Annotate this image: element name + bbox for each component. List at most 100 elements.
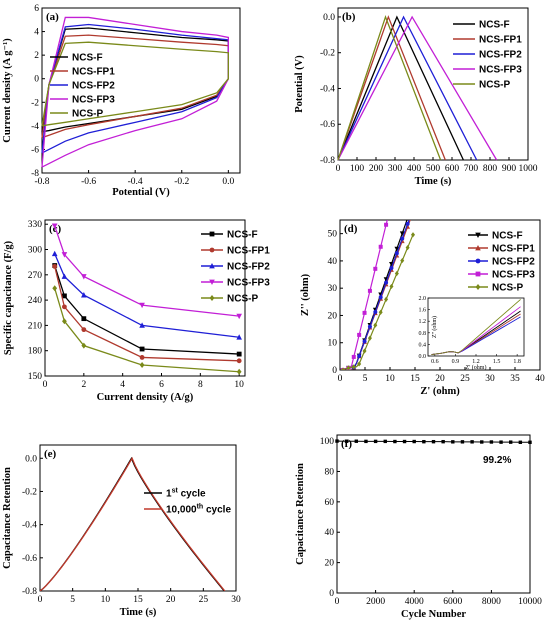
y-axis-label: Z'' (ohm) bbox=[300, 273, 311, 316]
data-point bbox=[451, 440, 455, 444]
data-point bbox=[399, 231, 405, 237]
x-tick-label: 10000 bbox=[518, 597, 542, 607]
y-tick-label: 270 bbox=[28, 271, 43, 281]
data-point bbox=[362, 339, 367, 344]
y-tick-label: -0.8 bbox=[22, 587, 37, 597]
data-point bbox=[357, 361, 362, 367]
x-tick-label: 10 bbox=[234, 380, 244, 390]
x-tick-label: 30 bbox=[231, 595, 241, 605]
legend-label: NCS-FP1 bbox=[492, 244, 535, 255]
legend-marker bbox=[209, 295, 215, 301]
data-point bbox=[389, 265, 394, 270]
legend-label: NCS-F bbox=[227, 230, 258, 241]
x-tick-label: 900 bbox=[502, 164, 517, 174]
y-tick-label: 80 bbox=[325, 467, 335, 477]
inset-x-tick-label: 0.9 bbox=[452, 359, 460, 365]
y-tick-label: -0.6 bbox=[22, 554, 37, 564]
x-tick-label: 15 bbox=[410, 374, 420, 384]
data-point bbox=[236, 358, 242, 364]
data-point bbox=[362, 348, 367, 354]
legend: NCS-F NCS-FP1 NCS-FP2 NCS-FP3 NCS-P bbox=[453, 20, 522, 91]
data-point bbox=[422, 439, 426, 444]
panel-a: -0.8 -0.6 -0.4 -0.2 0.0 -8 -6 -4 -2 0 2 4 6 Potential… bbox=[2, 4, 241, 198]
panel-label: (b) bbox=[342, 11, 356, 23]
data-point bbox=[441, 439, 445, 444]
data-point bbox=[394, 251, 399, 256]
legend-marker bbox=[209, 231, 215, 237]
y-tick-label: 20 bbox=[325, 559, 335, 569]
data-point bbox=[411, 113, 415, 117]
data-point bbox=[389, 283, 394, 290]
data-point bbox=[367, 324, 372, 329]
data-point bbox=[346, 365, 351, 370]
data-point bbox=[236, 351, 242, 357]
data-point bbox=[373, 322, 378, 328]
data-point bbox=[351, 364, 356, 370]
data-point bbox=[81, 342, 87, 349]
inset-x-tick-label: 0.6 bbox=[431, 359, 439, 365]
x-axis-label: Current density (A/g) bbox=[97, 392, 194, 403]
data-point bbox=[383, 439, 387, 444]
y-tick-label: -0.4 bbox=[22, 521, 37, 531]
data-point bbox=[364, 439, 368, 444]
data-point bbox=[362, 310, 367, 315]
series-line bbox=[337, 15, 498, 161]
x-tick-label: 0.0 bbox=[222, 177, 234, 187]
data-point bbox=[378, 309, 383, 315]
data-point bbox=[480, 440, 484, 444]
data-point bbox=[357, 332, 362, 337]
data-point bbox=[373, 439, 378, 444]
legend-label: NCS-FP2 bbox=[479, 50, 522, 61]
y-axis-label: Current density (A g⁻¹) bbox=[2, 38, 13, 143]
x-axis-label: Cycle Number bbox=[401, 609, 466, 620]
data-point bbox=[411, 201, 416, 206]
legend-label-sup: th bbox=[197, 504, 204, 511]
y-axis-label: Capacitance Retention bbox=[2, 467, 13, 569]
x-tick-label: -0.8 bbox=[34, 177, 49, 187]
legend-marker bbox=[209, 263, 215, 269]
x-tick-label: -0.2 bbox=[174, 177, 189, 187]
legend: NCS-F NCS-FP1 NCS-FP2 NCS-FP3 NCS-P bbox=[50, 53, 115, 120]
data-point bbox=[52, 263, 58, 269]
data-point bbox=[62, 304, 67, 310]
y-tick-label: -4 bbox=[31, 122, 39, 132]
y-tick-label: 60 bbox=[325, 498, 335, 508]
legend-label-tail: cycle bbox=[203, 505, 231, 516]
data-point bbox=[489, 440, 494, 444]
panel-b: 0 100 200 300 400 500 600 700 800 900 1000 -0.8 -0.6… bbox=[294, 7, 538, 187]
data-point bbox=[499, 440, 503, 444]
data-point bbox=[236, 368, 242, 375]
data-point bbox=[236, 334, 242, 340]
legend-label-base: 1 bbox=[166, 489, 172, 500]
y-tick-label: 0.0 bbox=[323, 13, 335, 23]
y-tick-label: -0.2 bbox=[22, 487, 37, 497]
series-line bbox=[41, 16, 230, 168]
inset-y-tick-label: 1.2 bbox=[419, 319, 427, 325]
x-tick-label: 5 bbox=[363, 374, 368, 384]
y-tick-label: 50 bbox=[328, 230, 338, 240]
series-line bbox=[337, 15, 446, 161]
data-point bbox=[509, 440, 513, 444]
x-tick-label: 200 bbox=[369, 164, 384, 174]
legend-label: NCS-FP1 bbox=[72, 67, 115, 78]
series-line bbox=[41, 41, 230, 127]
data-point bbox=[384, 296, 389, 302]
legend-label: NCS-FP3 bbox=[72, 95, 115, 106]
x-tick-label: 0 bbox=[338, 374, 343, 384]
x-tick-label: 1000 bbox=[519, 164, 538, 174]
x-tick-label: 700 bbox=[464, 164, 479, 174]
inset-series-line bbox=[431, 299, 521, 355]
legend-marker bbox=[475, 245, 481, 251]
y-tick-label: 0 bbox=[329, 589, 334, 599]
x-tick-label: 2 bbox=[81, 380, 86, 390]
plot-frame bbox=[336, 434, 531, 594]
legend-label: NCS-FP1 bbox=[479, 35, 522, 46]
x-axis-label: Time (s) bbox=[415, 176, 452, 187]
inset-y-tick-label: 0.0 bbox=[419, 354, 427, 360]
series-line bbox=[337, 15, 442, 161]
legend-label: NCS-FP3 bbox=[492, 270, 535, 281]
inset-y-axis-label: Z'' (ohm) bbox=[431, 316, 438, 338]
y-tick-label: 2 bbox=[34, 51, 39, 61]
data-point bbox=[406, 135, 410, 139]
plot-frame bbox=[41, 7, 241, 174]
